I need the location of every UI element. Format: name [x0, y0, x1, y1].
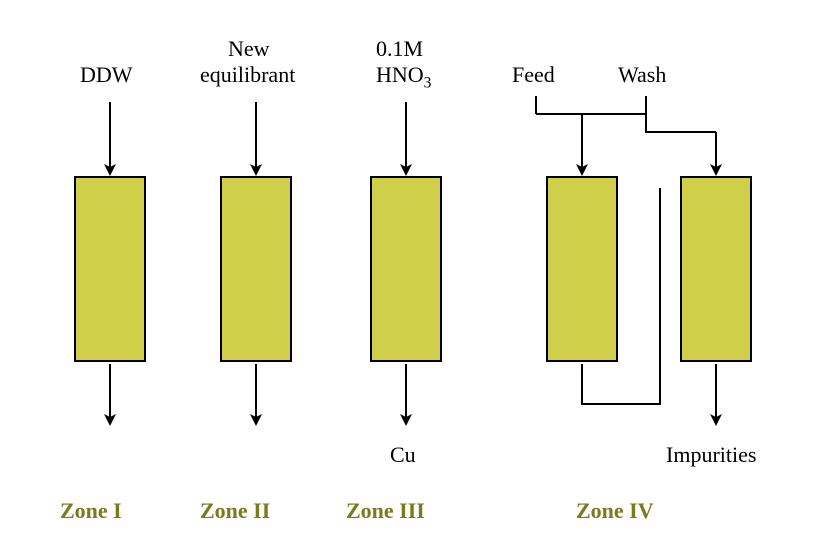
label-new-equilibrant-line1: New — [228, 36, 270, 62]
label-wash: Wash — [618, 62, 666, 88]
column-zone2 — [220, 176, 292, 362]
label-impurities: Impurities — [666, 442, 756, 468]
column-zone4b — [680, 176, 752, 362]
diagram-canvas: DDW New equilibrant 0.1M HNO3 Feed Wash … — [0, 0, 825, 548]
zone-label-1: Zone I — [60, 498, 122, 524]
label-hno3-line2: HNO3 — [376, 62, 431, 92]
column-zone4a — [546, 176, 618, 362]
zone-label-4: Zone IV — [576, 498, 654, 524]
label-feed: Feed — [512, 62, 555, 88]
column-zone3 — [370, 176, 442, 362]
label-ddw: DDW — [80, 62, 133, 88]
label-hno3-line1: 0.1M — [376, 36, 423, 62]
label-new-equilibrant-line2: equilibrant — [200, 62, 295, 88]
label-cu: Cu — [390, 442, 416, 468]
zone-label-3: Zone III — [346, 498, 425, 524]
zone-label-2: Zone II — [200, 498, 270, 524]
column-zone1 — [74, 176, 146, 362]
